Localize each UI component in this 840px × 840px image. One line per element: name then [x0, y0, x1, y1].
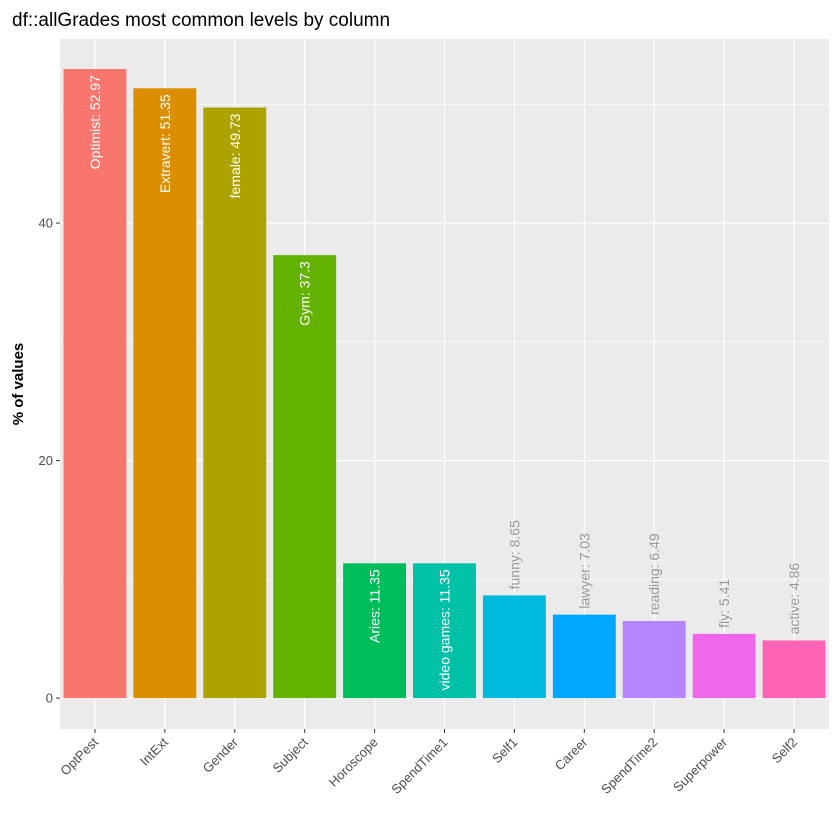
x-tick-label: Horoscope — [326, 735, 381, 790]
bar-value-label: funny: 8.65 — [506, 520, 522, 589]
bar-value-label: video games: 11.35 — [437, 569, 453, 690]
x-tick-label: Self1 — [489, 735, 521, 767]
y-axis-label: % of values — [10, 343, 27, 426]
bar-subject — [273, 255, 337, 699]
x-tick-label: SpendTime1 — [388, 735, 450, 797]
bar-optpest — [63, 69, 127, 699]
x-tick-label: Gender — [200, 734, 242, 776]
bar-value-label: Extravert: 51.35 — [157, 94, 173, 193]
bar-spendtime2 — [622, 621, 686, 699]
bar-labels: Optimist: 52.97 Extravert: 51.35 female: 4… — [87, 75, 802, 691]
x-tick-label: SpendTime2 — [598, 735, 660, 797]
bar-gender — [203, 107, 267, 699]
bar-spendtime1 — [413, 563, 476, 699]
y-tick-label: 0 — [46, 691, 53, 706]
x-tick-label: Subject — [270, 734, 312, 776]
bar-value-label: Aries: 11.35 — [367, 569, 383, 643]
bar-value-label: lawyer: 7.03 — [576, 533, 592, 609]
bar-career — [552, 614, 616, 699]
y-axis: 0 20 40 — [39, 216, 60, 706]
x-axis: OptPest IntExt Gender Subject Horoscope Spend… — [57, 729, 800, 797]
bar-self1 — [482, 595, 546, 699]
bar-value-label: female: 49.73 — [227, 113, 243, 198]
bar-value-label: active: 4.86 — [786, 563, 802, 635]
bar-value-label: reading: 6.49 — [646, 533, 662, 615]
bar-value-label: Gym: 37.3 — [297, 261, 313, 326]
x-tick-label: OptPest — [57, 734, 101, 778]
bar-self2 — [762, 640, 826, 699]
bar-superpower — [692, 633, 756, 699]
bars — [63, 69, 826, 699]
x-tick-label: Superpower — [670, 734, 731, 795]
x-tick-label: Career — [552, 734, 591, 773]
x-tick-label: Self2 — [769, 735, 801, 767]
bar-horoscope — [343, 563, 407, 699]
bar-value-label: fly: 5.41 — [716, 579, 732, 628]
bar-intext — [133, 88, 197, 699]
y-tick-label: 40 — [39, 216, 53, 231]
y-tick-label: 20 — [39, 453, 53, 468]
chart-title: df::allGrades most common levels by colu… — [12, 10, 390, 31]
bar-value-label: Optimist: 52.97 — [87, 75, 103, 169]
x-tick-label: IntExt — [137, 734, 171, 768]
